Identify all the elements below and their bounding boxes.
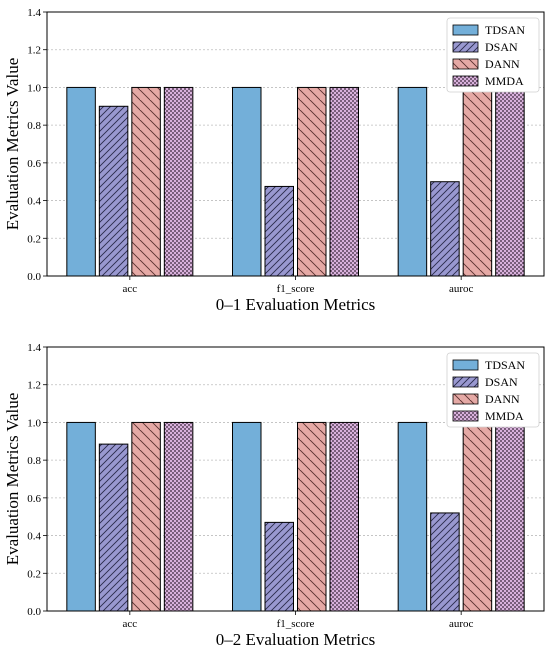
- x-tick-label: acc: [123, 618, 138, 630]
- legend-label-tdsan: TDSAN: [485, 358, 525, 372]
- y-tick-label: 0.4: [27, 531, 41, 543]
- x-tick-label: f1_score: [277, 618, 315, 630]
- bar-tdsan-f1_score: [232, 86, 262, 277]
- x-tick-label: f1_score: [277, 283, 315, 295]
- bar-tdsan-f1_score: [232, 421, 262, 612]
- legend-label-tdsan: TDSAN: [485, 23, 525, 37]
- legend-box: [446, 352, 540, 428]
- bar-mmda-acc: [163, 421, 194, 612]
- x-axis-label: 0–1 Evaluation Metrics: [216, 295, 376, 314]
- bar-mmda-auroc: [495, 422, 525, 612]
- y-tick-label: 0.8: [27, 455, 41, 467]
- y-tick-label: 0.0: [27, 271, 41, 283]
- legend-label-dsan: DSAN: [485, 375, 518, 389]
- plot-frame: [46, 346, 545, 612]
- bar-mmda-f1_score: [329, 421, 359, 612]
- legend-label-dann: DANN: [485, 57, 520, 71]
- legend-swatch-dann: [452, 393, 479, 405]
- bar-dann-auroc: [462, 86, 493, 277]
- legend-label-mmda: MMDA: [485, 74, 524, 88]
- y-tick-label: 1.0: [27, 417, 41, 429]
- legend-swatch-mmda: [452, 75, 479, 87]
- y-tick-label: 0.4: [27, 196, 41, 208]
- bar-tdsan-acc: [66, 86, 96, 277]
- bar-tdsan-auroc: [397, 421, 428, 612]
- y-tick-label: 1.4: [27, 7, 41, 19]
- y-tick-label: 1.2: [27, 45, 41, 57]
- bar-tdsan-acc: [66, 421, 96, 612]
- chart-panel-0-2: 0.0 0.2 0.4 0.6 0.8 1.0 1.2 1.4 acc f1_score auroc…: [3, 342, 545, 649]
- y-tick-label: 0.8: [27, 120, 41, 132]
- bar-dann-acc: [131, 86, 161, 277]
- legend-label-mmda: MMDA: [485, 409, 524, 423]
- y-tick-label: 1.4: [27, 342, 41, 354]
- y-tick-label: 1.0: [27, 82, 41, 94]
- bar-dsan-auroc: [430, 512, 460, 612]
- y-tick-label: 0.0: [27, 606, 41, 618]
- legend-swatch-dsan: [452, 376, 479, 388]
- legend: TDSAN DSAN DANN MMDA: [446, 17, 540, 93]
- bar-tdsan-auroc: [397, 86, 428, 277]
- y-tick-label: 0.6: [27, 493, 41, 505]
- legend-swatch-dann: [452, 58, 479, 70]
- bar-dsan-acc: [98, 443, 129, 612]
- legend: TDSAN DSAN DANN MMDA: [446, 352, 540, 428]
- bar-mmda-acc: [163, 86, 194, 277]
- y-axis-label: Evaluation Metrics Value: [3, 58, 22, 230]
- bar-dann-acc: [131, 421, 161, 612]
- bar-dsan-auroc: [430, 181, 460, 277]
- legend-label-dann: DANN: [485, 392, 520, 406]
- legend-swatch-mmda: [452, 410, 479, 422]
- bar-dann-auroc: [462, 421, 493, 612]
- y-tick-label: 0.2: [27, 568, 41, 580]
- legend-label-dsan: DSAN: [485, 40, 518, 54]
- plot-frame: [46, 11, 545, 277]
- bar-mmda-auroc: [495, 86, 525, 277]
- x-tick-label: auroc: [449, 618, 474, 630]
- legend-swatch-tdsan: [452, 359, 479, 371]
- legend-swatch-tdsan: [452, 24, 479, 36]
- bar-dsan-f1_score: [264, 185, 294, 277]
- bar-dsan-acc: [98, 105, 129, 277]
- y-tick-label: 1.2: [27, 380, 41, 392]
- legend-box: [446, 17, 540, 93]
- legend-swatch-dsan: [452, 41, 479, 53]
- bar-dann-f1_score: [297, 421, 327, 612]
- x-tick-label: auroc: [449, 283, 474, 295]
- bar-mmda-f1_score: [329, 86, 359, 277]
- x-tick-label: acc: [123, 283, 138, 295]
- bar-dann-f1_score: [297, 86, 327, 277]
- y-tick-label: 0.2: [27, 233, 41, 245]
- bar-dsan-f1_score: [264, 521, 294, 612]
- y-axis-label: Evaluation Metrics Value: [3, 393, 22, 565]
- x-axis-label: 0–2 Evaluation Metrics: [216, 630, 376, 649]
- chart-panel-0-1: 0.0 0.2 0.4 0.6 0.8 1.0 1.2 1.4 acc f1_score auroc…: [3, 7, 545, 314]
- y-tick-label: 0.6: [27, 158, 41, 170]
